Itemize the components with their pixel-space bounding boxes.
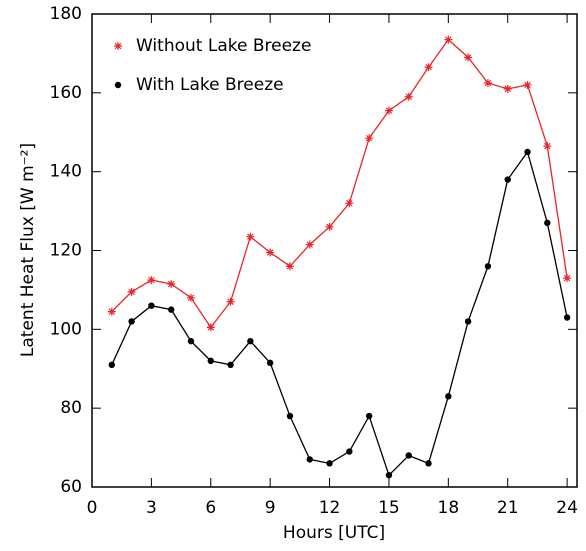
point bbox=[266, 248, 275, 257]
y-tick-label: 100 bbox=[50, 319, 82, 339]
y-tick-label: 140 bbox=[50, 162, 82, 182]
point bbox=[226, 297, 235, 306]
point bbox=[167, 306, 175, 313]
point bbox=[187, 337, 195, 345]
y-tick-label: 60 bbox=[60, 477, 82, 497]
point bbox=[167, 280, 176, 289]
x-tick-label: 18 bbox=[438, 498, 460, 518]
x-tick-label: 0 bbox=[87, 498, 98, 518]
y-axis-label: Latent Heat Flux [W m⁻²] bbox=[18, 143, 38, 357]
point bbox=[266, 359, 274, 367]
point bbox=[503, 84, 512, 93]
x-axis-label: Hours [UTC] bbox=[283, 523, 385, 543]
point bbox=[128, 318, 135, 325]
point bbox=[524, 148, 531, 156]
point bbox=[148, 302, 155, 309]
point bbox=[464, 318, 472, 325]
point bbox=[345, 199, 354, 208]
point bbox=[483, 78, 492, 87]
point bbox=[227, 361, 234, 369]
point bbox=[346, 448, 353, 455]
point bbox=[247, 337, 254, 345]
point bbox=[404, 92, 413, 101]
series-line bbox=[111, 38, 568, 329]
point bbox=[206, 323, 215, 332]
series-line bbox=[111, 150, 568, 477]
point bbox=[186, 293, 195, 302]
x-tick-label: 15 bbox=[378, 498, 400, 518]
legend-label: With Lake Breeze bbox=[136, 75, 284, 95]
y-tick-label: 160 bbox=[50, 83, 82, 103]
point bbox=[326, 460, 333, 467]
point bbox=[325, 222, 334, 231]
point bbox=[365, 412, 373, 420]
point bbox=[285, 262, 294, 271]
point bbox=[207, 357, 214, 365]
point bbox=[405, 452, 412, 459]
point bbox=[246, 232, 255, 241]
point bbox=[365, 134, 374, 143]
legend-marker bbox=[114, 81, 122, 89]
point bbox=[484, 263, 492, 270]
point bbox=[286, 412, 294, 420]
point bbox=[306, 456, 313, 463]
point bbox=[425, 460, 432, 467]
point bbox=[523, 80, 532, 89]
legend-label: Without Lake Breeze bbox=[136, 36, 311, 56]
x-tick-label: 12 bbox=[319, 498, 341, 518]
x-tick-label: 6 bbox=[205, 498, 216, 518]
point bbox=[563, 274, 572, 283]
point bbox=[464, 53, 473, 62]
y-tick-label: 180 bbox=[50, 4, 82, 24]
point bbox=[127, 287, 136, 296]
point bbox=[305, 240, 314, 249]
x-tick-label: 24 bbox=[556, 498, 578, 518]
y-tick-label: 80 bbox=[60, 398, 82, 418]
point bbox=[544, 219, 551, 227]
point bbox=[147, 276, 156, 285]
x-tick-label: 3 bbox=[146, 498, 157, 518]
point bbox=[504, 176, 511, 183]
y-tick-label: 120 bbox=[50, 241, 82, 261]
point bbox=[563, 314, 571, 321]
x-tick-label: 21 bbox=[497, 498, 519, 518]
x-tick-label: 9 bbox=[265, 498, 276, 518]
point bbox=[543, 142, 552, 151]
point bbox=[444, 35, 453, 44]
point bbox=[108, 361, 115, 369]
point bbox=[385, 471, 393, 479]
point bbox=[384, 106, 393, 115]
legend-marker bbox=[114, 42, 122, 50]
point bbox=[107, 307, 116, 316]
point bbox=[445, 393, 452, 400]
point bbox=[424, 63, 433, 72]
